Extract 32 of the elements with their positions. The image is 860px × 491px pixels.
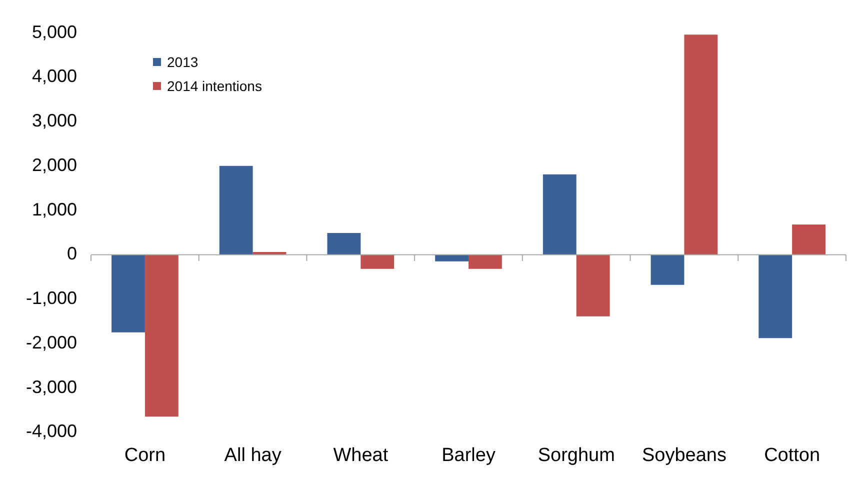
y-tick-label: 0 <box>67 244 78 264</box>
bar <box>542 174 576 255</box>
legend-label: 2013 <box>167 54 198 70</box>
x-tick-label: Barley <box>442 444 496 466</box>
y-tick-label: 3,000 <box>32 110 78 131</box>
legend-label: 2014 intentions <box>167 78 262 94</box>
bar <box>219 166 253 255</box>
x-tick-label: All hay <box>224 444 282 466</box>
bar <box>684 34 718 255</box>
y-tick-label: -3,000 <box>26 376 78 397</box>
x-tick-label: Cotton <box>764 444 820 466</box>
bar <box>327 232 361 255</box>
bar <box>468 254 502 269</box>
y-tick-label: 1,000 <box>32 199 78 220</box>
y-tick-label: 4,000 <box>32 66 78 86</box>
bar <box>360 254 394 269</box>
x-tick-label: Wheat <box>333 444 389 466</box>
bar <box>112 254 145 332</box>
y-tick-label: -4,000 <box>26 421 78 442</box>
bar <box>435 254 469 262</box>
y-tick-label: -1,000 <box>26 288 78 308</box>
y-tick-label: 2,000 <box>32 154 78 175</box>
bar <box>144 254 178 417</box>
x-tick-label: Sorghum <box>538 444 615 466</box>
bar <box>650 254 684 285</box>
bar <box>792 224 826 255</box>
x-tick-label: Soybeans <box>642 444 726 466</box>
y-tick-label: 5,000 <box>32 22 78 42</box>
bar <box>758 254 792 338</box>
x-tick-label: Corn <box>124 444 166 466</box>
bar <box>576 254 610 316</box>
y-tick-label: -2,000 <box>26 332 78 352</box>
